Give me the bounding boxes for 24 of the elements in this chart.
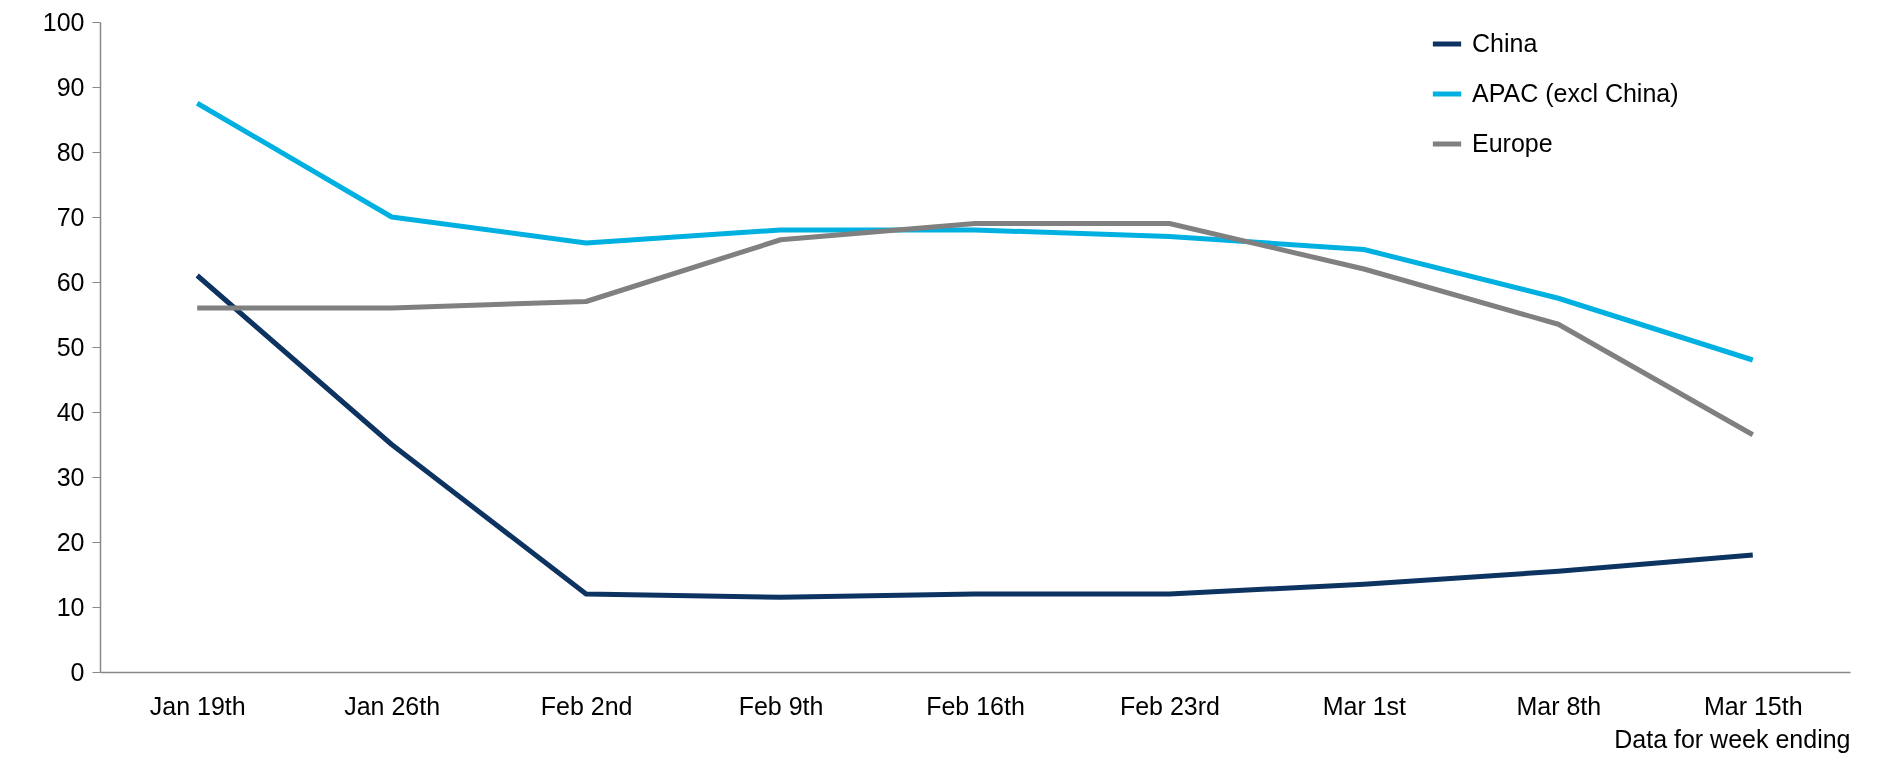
x-tick-label: Mar 15th [1703, 691, 1803, 720]
y-tick-label: 20 [56, 527, 85, 556]
legend-label: APAC (excl China) [1472, 79, 1679, 107]
y-tick-label: 40 [56, 397, 85, 426]
x-tick-label: Feb 16th [926, 691, 1025, 720]
y-tick-label: 60 [56, 267, 85, 296]
y-tick-label: 90 [56, 72, 85, 101]
y-tick-label: 30 [56, 462, 85, 491]
x-tick-label: Feb 9th [738, 691, 824, 720]
x-tick-label: Jan 19th [149, 691, 246, 720]
y-tick-label: 80 [56, 137, 85, 166]
x-axis-title: Data for week ending [1614, 724, 1851, 753]
x-tick-label: Feb 2nd [540, 691, 633, 720]
legend-label: China [1472, 29, 1538, 57]
legend-label: Europe [1472, 129, 1553, 157]
x-tick-label: Mar 1st [1322, 691, 1407, 720]
x-tick-label: Mar 8th [1516, 691, 1602, 720]
y-tick-label: 100 [42, 7, 85, 36]
y-tick-label: 50 [56, 332, 85, 361]
y-tick-label: 70 [56, 202, 85, 231]
y-tick-label: 0 [70, 657, 85, 686]
y-tick-label: 10 [56, 592, 85, 621]
x-tick-label: Jan 26th [344, 691, 441, 720]
x-tick-label: Feb 23rd [1119, 691, 1220, 720]
